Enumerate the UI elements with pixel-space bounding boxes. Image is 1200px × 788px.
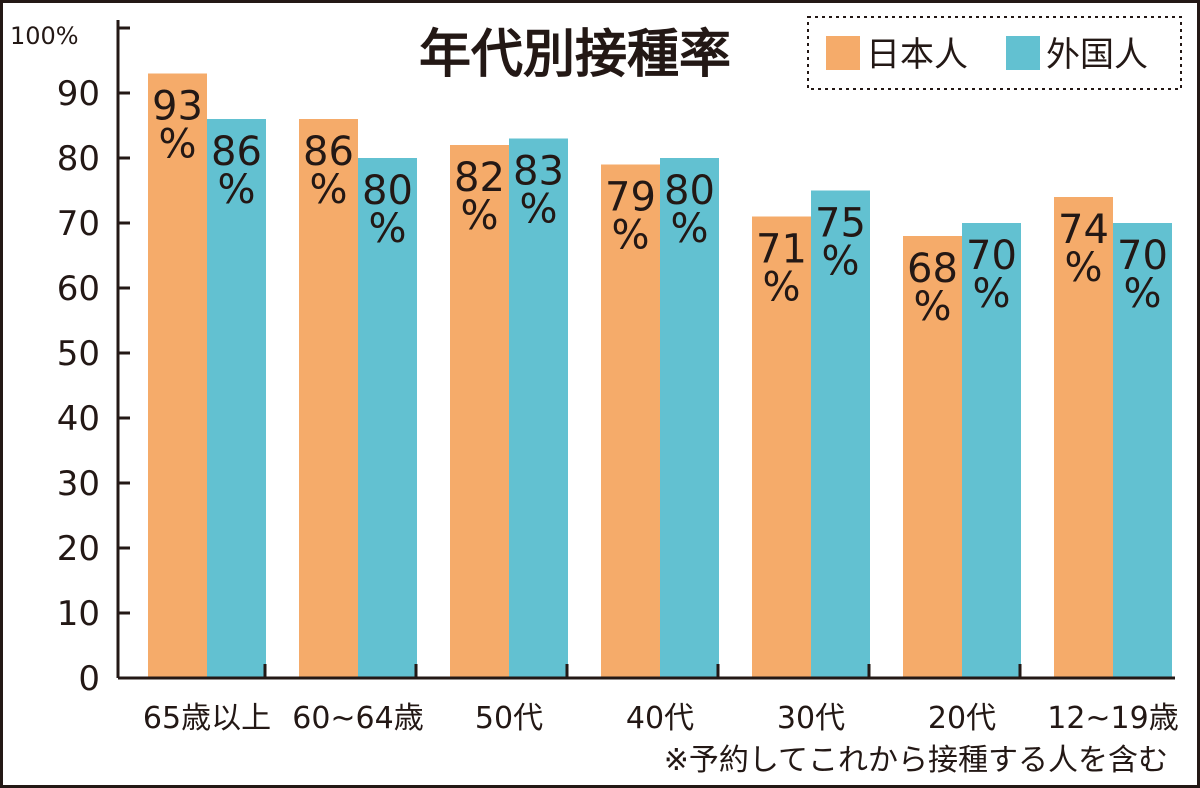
y-tick-label: 40: [57, 399, 100, 439]
footnote: ※予約してこれから接種する人を含む: [664, 743, 1168, 778]
x-tick-label: 30代: [777, 701, 845, 736]
data-label-value: 86: [211, 129, 262, 175]
data-label-value: 93: [152, 84, 203, 130]
data-label-value: 68: [907, 246, 958, 292]
y-tick-label: 30: [57, 464, 100, 504]
y-axis-top-label: 100%: [10, 22, 79, 50]
data-label-value: 80: [362, 168, 413, 214]
chart-title: 年代別接種率: [419, 25, 731, 85]
data-label-value: 75: [815, 201, 866, 247]
legend-label: 外国人: [1046, 35, 1148, 75]
data-label-value: 83: [513, 149, 564, 195]
y-tick-label: 60: [57, 269, 100, 309]
y-tick-label: 80: [57, 139, 100, 179]
bar-foreign-4: [811, 190, 870, 678]
x-tick-label: 65歳以上: [143, 701, 271, 736]
data-label-unit: %: [821, 239, 859, 285]
data-label-unit: %: [217, 167, 255, 213]
y-tick-label: 50: [57, 334, 100, 374]
data-label-value: 70: [1117, 233, 1168, 279]
data-label-unit: %: [519, 187, 557, 233]
legend-swatch: [826, 36, 860, 70]
data-label-unit: %: [158, 122, 196, 168]
x-tick-label: 40代: [626, 701, 694, 736]
data-label-unit: %: [972, 271, 1010, 317]
data-label-value: 79: [605, 175, 656, 221]
data-label-unit: %: [1064, 245, 1102, 291]
data-label-value: 82: [454, 155, 505, 201]
bar-foreign-1: [358, 158, 417, 678]
y-tick-label: 0: [78, 659, 100, 699]
data-label-value: 74: [1058, 207, 1109, 253]
data-label-unit: %: [309, 167, 347, 213]
y-tick-label: 20: [57, 529, 100, 569]
data-label-unit: %: [1123, 271, 1161, 317]
y-tick-label: 10: [57, 594, 100, 634]
bar-foreign-0: [207, 119, 266, 678]
data-label-value: 86: [303, 129, 354, 175]
bar-foreign-5: [962, 223, 1021, 678]
data-label-unit: %: [670, 206, 708, 252]
legend-label: 日本人: [866, 35, 968, 75]
bar-foreign-6: [1113, 223, 1172, 678]
bar-foreign-3: [660, 158, 719, 678]
data-label-value: 71: [756, 227, 807, 273]
x-tick-label: 50代: [475, 701, 543, 736]
x-tick-label: 20代: [928, 701, 996, 736]
data-label-unit: %: [762, 265, 800, 311]
data-label-unit: %: [460, 193, 498, 239]
bar-japanese-6: [1054, 197, 1113, 678]
bar-japanese-3: [601, 164, 660, 678]
bar-japanese-0: [148, 73, 207, 678]
bar-japanese-2: [450, 145, 509, 678]
bar-japanese-1: [299, 119, 358, 678]
legend-box: [807, 16, 1182, 90]
y-tick-label: 70: [57, 204, 100, 244]
data-label-unit: %: [913, 284, 951, 330]
x-tick-label: 12~19歳: [1047, 701, 1178, 736]
data-label-unit: %: [368, 206, 406, 252]
data-label-value: 80: [664, 168, 715, 214]
data-label-unit: %: [611, 213, 649, 259]
bar-japanese-5: [903, 236, 962, 678]
y-tick-label: 90: [57, 74, 100, 114]
bar-japanese-4: [752, 216, 811, 678]
x-tick-label: 60~64歳: [292, 701, 423, 736]
data-label-value: 70: [966, 233, 1017, 279]
legend-swatch: [1006, 36, 1040, 70]
bar-foreign-2: [509, 138, 568, 678]
